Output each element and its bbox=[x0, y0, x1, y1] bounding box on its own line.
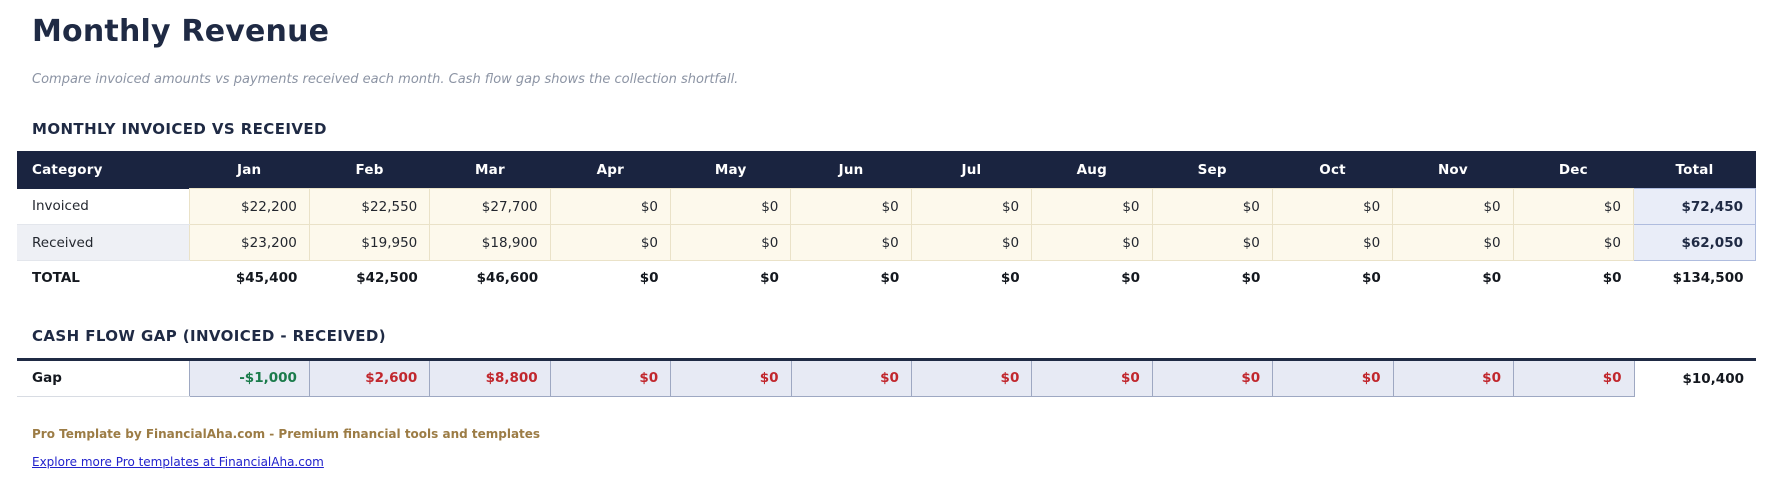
cell-invoiced-apr: $0 bbox=[549, 188, 672, 225]
column-header-jan: Jan bbox=[189, 151, 310, 189]
cell-total-nov: $0 bbox=[1392, 260, 1514, 294]
cell-received-mar: $18,900 bbox=[429, 224, 551, 261]
column-header-apr: Apr bbox=[550, 151, 671, 189]
cell-invoiced-feb: $22,550 bbox=[308, 188, 431, 225]
table-row-received: Received $23,200 $19,950 $18,900 $0 $0 $… bbox=[17, 224, 1756, 261]
table-header-row: Category Jan Feb Mar Apr May Jun Jul Aug… bbox=[17, 151, 1756, 189]
cell-total-may: $0 bbox=[670, 260, 791, 294]
row-label-total: TOTAL bbox=[17, 260, 189, 294]
cell-total-jan: $45,400 bbox=[189, 260, 310, 294]
cell-invoiced-nov: $0 bbox=[1392, 188, 1514, 225]
cash-flow-gap-table: Gap -$1,000 $2,600 $8,800 $0 $0 $0 $0 $0… bbox=[17, 361, 1756, 397]
cell-invoiced-aug: $0 bbox=[1031, 188, 1153, 225]
cell-gap-mar: $8,800 bbox=[429, 361, 551, 397]
cell-total-jul: $0 bbox=[911, 260, 1032, 294]
column-header-jul: Jul bbox=[911, 151, 1032, 189]
cell-total-jun: $0 bbox=[790, 260, 912, 294]
cell-total-dec: $0 bbox=[1513, 260, 1634, 294]
cell-invoiced-jun: $0 bbox=[790, 188, 912, 225]
cell-invoiced-jan: $22,200 bbox=[188, 188, 310, 225]
cell-received-jul: $0 bbox=[910, 224, 1033, 261]
cell-received-jun: $0 bbox=[790, 224, 912, 261]
page-subtitle: Compare invoiced amounts vs payments rec… bbox=[32, 72, 739, 87]
cell-gap-dec: $0 bbox=[1512, 361, 1635, 397]
cell-total-feb: $42,500 bbox=[309, 260, 430, 294]
cell-gap-jul: $0 bbox=[910, 361, 1033, 397]
cell-total-sep: $0 bbox=[1152, 260, 1273, 294]
cell-invoiced-may: $0 bbox=[669, 188, 792, 225]
cell-gap-total: $10,400 bbox=[1634, 361, 1756, 396]
table-row-invoiced: Invoiced $22,200 $22,550 $27,700 $0 $0 $… bbox=[17, 188, 1756, 225]
column-header-sep: Sep bbox=[1152, 151, 1273, 189]
cell-gap-jan: -$1,000 bbox=[188, 361, 310, 397]
row-label-gap: Gap bbox=[17, 361, 189, 397]
column-header-feb: Feb bbox=[309, 151, 430, 189]
cell-total-oct: $0 bbox=[1272, 260, 1393, 294]
table-row-gap: Gap -$1,000 $2,600 $8,800 $0 $0 $0 $0 $0… bbox=[17, 361, 1756, 397]
row-label-received: Received bbox=[17, 224, 189, 261]
cell-gap-oct: $0 bbox=[1272, 361, 1394, 397]
cell-gap-aug: $0 bbox=[1031, 361, 1153, 397]
cell-received-may: $0 bbox=[669, 224, 792, 261]
column-header-nov: Nov bbox=[1392, 151, 1514, 189]
footer: Pro Template by FinancialAha.com - Premi… bbox=[17, 427, 1756, 469]
column-header-oct: Oct bbox=[1272, 151, 1393, 189]
gap-table-wrapper: Gap -$1,000 $2,600 $8,800 $0 $0 $0 $0 $0… bbox=[17, 358, 1756, 397]
cell-invoiced-total: $72,450 bbox=[1633, 188, 1756, 225]
cell-gap-may: $0 bbox=[670, 361, 792, 397]
cell-received-apr: $0 bbox=[549, 224, 672, 261]
cell-received-aug: $0 bbox=[1031, 224, 1153, 261]
explore-templates-link[interactable]: Explore more Pro templates at FinancialA… bbox=[32, 454, 324, 469]
footer-brand-text: Pro Template by FinancialAha.com - Premi… bbox=[32, 426, 541, 441]
cell-received-dec: $0 bbox=[1512, 224, 1635, 261]
table-row-total: TOTAL $45,400 $42,500 $46,600 $0 $0 $0 $… bbox=[17, 260, 1756, 294]
cell-total-apr: $0 bbox=[550, 260, 671, 294]
cell-total-grand: $134,500 bbox=[1633, 260, 1756, 294]
cell-invoiced-dec: $0 bbox=[1512, 188, 1635, 225]
column-header-may: May bbox=[670, 151, 791, 189]
cell-received-nov: $0 bbox=[1392, 224, 1514, 261]
main-table-section: MONTHLY INVOICED VS RECEIVED Category Ja… bbox=[17, 120, 1756, 294]
column-header-aug: Aug bbox=[1031, 151, 1152, 189]
cell-invoiced-jul: $0 bbox=[910, 188, 1033, 225]
column-header-mar: Mar bbox=[429, 151, 551, 189]
cell-invoiced-oct: $0 bbox=[1271, 188, 1394, 225]
cell-gap-apr: $0 bbox=[549, 361, 672, 397]
monthly-invoiced-vs-received-table: Category Jan Feb Mar Apr May Jun Jul Aug… bbox=[17, 151, 1756, 294]
page-title: Monthly Revenue bbox=[32, 14, 330, 49]
cell-invoiced-sep: $0 bbox=[1151, 188, 1273, 225]
row-label-invoiced: Invoiced bbox=[17, 188, 189, 225]
cell-received-sep: $0 bbox=[1151, 224, 1273, 261]
cell-gap-jun: $0 bbox=[790, 361, 912, 397]
cell-received-oct: $0 bbox=[1271, 224, 1394, 261]
cell-total-mar: $46,600 bbox=[429, 260, 551, 294]
cell-gap-feb: $2,600 bbox=[308, 361, 431, 397]
main-table-section-title: MONTHLY INVOICED VS RECEIVED bbox=[32, 120, 327, 138]
cell-received-total: $62,050 bbox=[1633, 224, 1756, 261]
column-header-total: Total bbox=[1633, 151, 1756, 189]
cell-gap-nov: $0 bbox=[1392, 361, 1514, 397]
column-header-jun: Jun bbox=[790, 151, 912, 189]
cell-received-feb: $19,950 bbox=[308, 224, 431, 261]
cell-total-aug: $0 bbox=[1031, 260, 1152, 294]
cell-gap-sep: $0 bbox=[1151, 361, 1274, 397]
gap-section: CASH FLOW GAP (INVOICED - RECEIVED) Gap … bbox=[17, 327, 1756, 397]
column-header-dec: Dec bbox=[1513, 151, 1634, 189]
cell-received-jan: $23,200 bbox=[188, 224, 310, 261]
cell-invoiced-mar: $27,700 bbox=[429, 188, 551, 225]
column-header-category: Category bbox=[17, 151, 189, 189]
gap-section-title: CASH FLOW GAP (INVOICED - RECEIVED) bbox=[32, 327, 386, 345]
